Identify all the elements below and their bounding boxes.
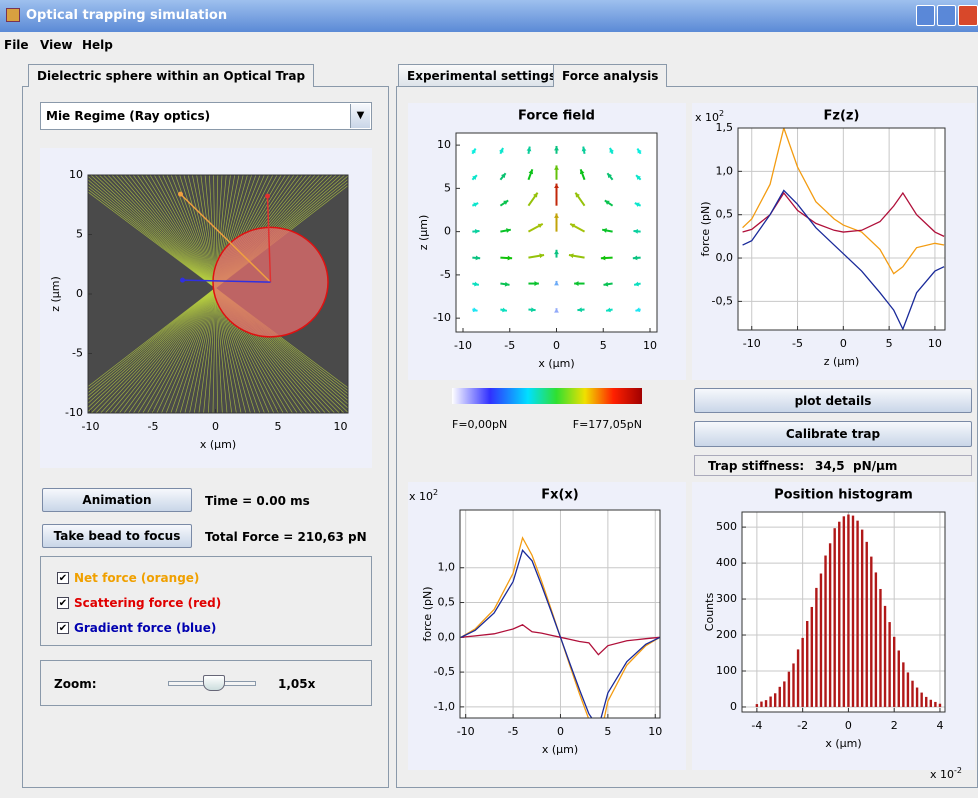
plot-details-button[interactable]: plot details bbox=[694, 388, 972, 413]
checkbox-label: Scattering force (red) bbox=[74, 596, 221, 610]
checkbox-label: Net force (orange) bbox=[74, 571, 199, 585]
dropdown-arrow[interactable]: ▼ bbox=[350, 104, 370, 128]
checkbox-label: Gradient force (blue) bbox=[74, 621, 216, 635]
checkbox[interactable]: ✔ bbox=[57, 572, 69, 584]
time-label: Time = 0.00 ms bbox=[205, 494, 310, 508]
zoom-thumb[interactable] bbox=[203, 675, 225, 691]
zoom-label: Zoom: bbox=[54, 677, 97, 691]
app-window: Optical trapping simulation File View He… bbox=[0, 0, 978, 798]
stiffness-unit: pN/µm bbox=[853, 459, 897, 473]
animation-button[interactable]: Animation bbox=[42, 488, 192, 512]
dropdown-value: Mie Regime (Ray optics) bbox=[46, 109, 210, 123]
checkbox[interactable]: ✔ bbox=[57, 597, 69, 609]
analysis-tab[interactable]: Force analysis bbox=[553, 64, 667, 87]
menu-view[interactable]: View bbox=[40, 38, 72, 52]
minimize-button[interactable] bbox=[916, 5, 935, 26]
app-icon bbox=[6, 8, 20, 22]
total-force: Total Force = 210,63 pN bbox=[205, 530, 367, 544]
stiffness-label: Trap stiffness: bbox=[708, 459, 804, 473]
menu-file[interactable]: File bbox=[4, 38, 29, 52]
stiffness-value: 34,5 bbox=[815, 459, 845, 473]
close-button[interactable] bbox=[958, 5, 978, 26]
maximize-button[interactable] bbox=[937, 5, 956, 26]
settings-tab[interactable]: Experimental settings bbox=[398, 64, 565, 86]
left-tab[interactable]: Dielectric sphere within an Optical Trap bbox=[28, 64, 314, 87]
zoom-value: 1,05x bbox=[278, 677, 315, 691]
menu-help[interactable]: Help bbox=[82, 38, 113, 52]
calibrate-button[interactable]: Calibrate trap bbox=[694, 421, 972, 447]
focus-button[interactable]: Take bead to focus bbox=[42, 524, 192, 548]
window-title: Optical trapping simulation bbox=[26, 8, 227, 23]
checkbox[interactable]: ✔ bbox=[57, 622, 69, 634]
